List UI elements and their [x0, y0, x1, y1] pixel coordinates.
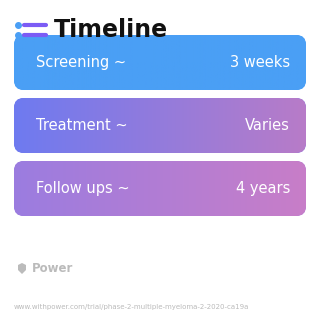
Text: Treatment ~: Treatment ~	[36, 118, 128, 133]
Text: Timeline: Timeline	[54, 18, 168, 42]
Text: Screening ~: Screening ~	[36, 55, 126, 70]
FancyBboxPatch shape	[14, 35, 306, 90]
Text: Power: Power	[32, 262, 73, 275]
Text: 4 years: 4 years	[236, 181, 290, 196]
Polygon shape	[18, 263, 26, 274]
Text: www.withpower.com/trial/phase-2-multiple-myeloma-2-2020-ca19a: www.withpower.com/trial/phase-2-multiple…	[14, 304, 249, 310]
FancyBboxPatch shape	[14, 98, 306, 153]
Text: 3 weeks: 3 weeks	[230, 55, 290, 70]
Text: Follow ups ~: Follow ups ~	[36, 181, 130, 196]
Text: Varies: Varies	[245, 118, 290, 133]
FancyBboxPatch shape	[14, 161, 306, 216]
